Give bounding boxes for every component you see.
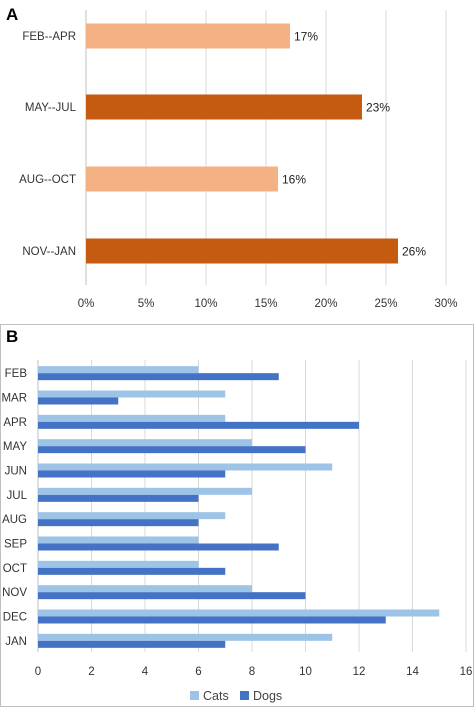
panel-b-bar-cats	[38, 560, 199, 568]
panel-a-x-tick: 10%	[194, 298, 217, 310]
panel-b-letter: B	[6, 327, 18, 346]
panel-b-category-label: JUN	[5, 466, 27, 478]
panel-b-category-label: AUG	[2, 514, 27, 526]
panel-b-bar-dogs	[38, 616, 386, 624]
panel-b-legend-label-dogs: Dogs	[253, 689, 282, 703]
panel-b-bar-dogs	[38, 494, 199, 502]
panel-a-category-label: FEB--APR	[22, 31, 76, 43]
panel-a-data-label: 26%	[402, 245, 426, 259]
panel-b-bar-dogs	[38, 446, 306, 454]
panel-b-bar-cats	[38, 366, 199, 374]
panel-b-bar-dogs	[38, 640, 226, 648]
panel-a-category-label: MAY--JUL	[25, 102, 77, 114]
panel-b-category-label: SEP	[4, 539, 27, 551]
panel-b-category-label: FEB	[5, 368, 28, 380]
panel-b-bar-dogs	[38, 397, 119, 405]
panel-b-bar-dogs	[38, 592, 306, 600]
panel-b-bar-cats	[38, 439, 252, 447]
panel-b-bar-cats	[38, 390, 226, 398]
panel-a-bar	[86, 94, 362, 120]
panel-a-x-tick: 0%	[78, 298, 95, 310]
panel-b-bar-cats	[38, 512, 226, 520]
panel-b-chart: 0 2 4 6 8 10 12 14 16 FEB MAR APR MAY JUN JUL AUG SEP OCT…	[1, 360, 472, 703]
panel-b-category-label: JUL	[7, 490, 28, 502]
panel-b-x-tick: 16	[460, 666, 473, 678]
panel-b-category-label: JAN	[5, 636, 27, 648]
panel-b-bar-dogs	[38, 470, 226, 478]
panel-b-x-tick: 2	[88, 666, 94, 678]
panel-b-x-tick: 0	[35, 666, 41, 678]
panel-b-x-tick: 14	[406, 666, 419, 678]
panel-a-data-label: 16%	[282, 173, 306, 187]
panel-a-data-label: 17%	[294, 30, 318, 44]
panel-b-bar-cats	[38, 414, 226, 422]
panel-a-chart: 0% 5% 10% 15% 20% 25% 30% FEB--APR 17% MAY--JUL 23…	[19, 10, 458, 310]
panel-b-bar-cats	[38, 609, 440, 617]
panel-a-x-tick: 15%	[254, 298, 277, 310]
panel-b-bar-cats	[38, 536, 199, 544]
panel-a-x-tick: 5%	[138, 298, 155, 310]
panel-b-bar-cats	[38, 633, 333, 641]
panel-a-x-tick: 20%	[314, 298, 337, 310]
panel-b-x-tick: 12	[353, 666, 366, 678]
panel-b-category-label: MAR	[1, 393, 27, 405]
panel-a-bar	[86, 166, 278, 192]
panel-b-bar-dogs	[38, 421, 359, 429]
panel-b-category-label: NOV	[2, 587, 27, 599]
panel-b-x-tick: 10	[299, 666, 312, 678]
panel-a-x-tick: 25%	[374, 298, 397, 310]
panel-b-category-label: MAY	[3, 441, 27, 453]
panel-a-data-label: 23%	[366, 101, 390, 115]
panel-b-bar-cats	[38, 487, 252, 495]
panel-a-x-tick: 30%	[434, 298, 457, 310]
panel-b-category-label: DEC	[3, 612, 27, 624]
panel-a-category-label: AUG--OCT	[19, 174, 76, 186]
panel-b-category-label: APR	[3, 417, 27, 429]
panel-b-x-tick: 6	[195, 666, 201, 678]
panel-b-bar-cats	[38, 585, 252, 593]
panel-b-category-label: OCT	[3, 563, 27, 575]
panel-b-x-tick: 4	[142, 666, 149, 678]
panel-a-bar	[86, 238, 398, 264]
panel-a-letter: A	[6, 5, 18, 24]
panel-b-bar-cats	[38, 463, 333, 471]
panel-b-bar-dogs	[38, 543, 279, 551]
panel-a-category-label: NOV--JAN	[22, 246, 76, 258]
panel-b-bar-dogs	[38, 567, 226, 575]
panel-b-bar-dogs	[38, 373, 279, 381]
panel-b-bar-dogs	[38, 519, 199, 527]
panel-b-legend-swatch-dogs	[240, 691, 249, 700]
panel-b-x-tick: 8	[249, 666, 255, 678]
panel-a-bar	[86, 23, 290, 49]
panel-b-legend-label-cats: Cats	[203, 689, 229, 703]
panel-b-legend-swatch-cats	[190, 691, 199, 700]
